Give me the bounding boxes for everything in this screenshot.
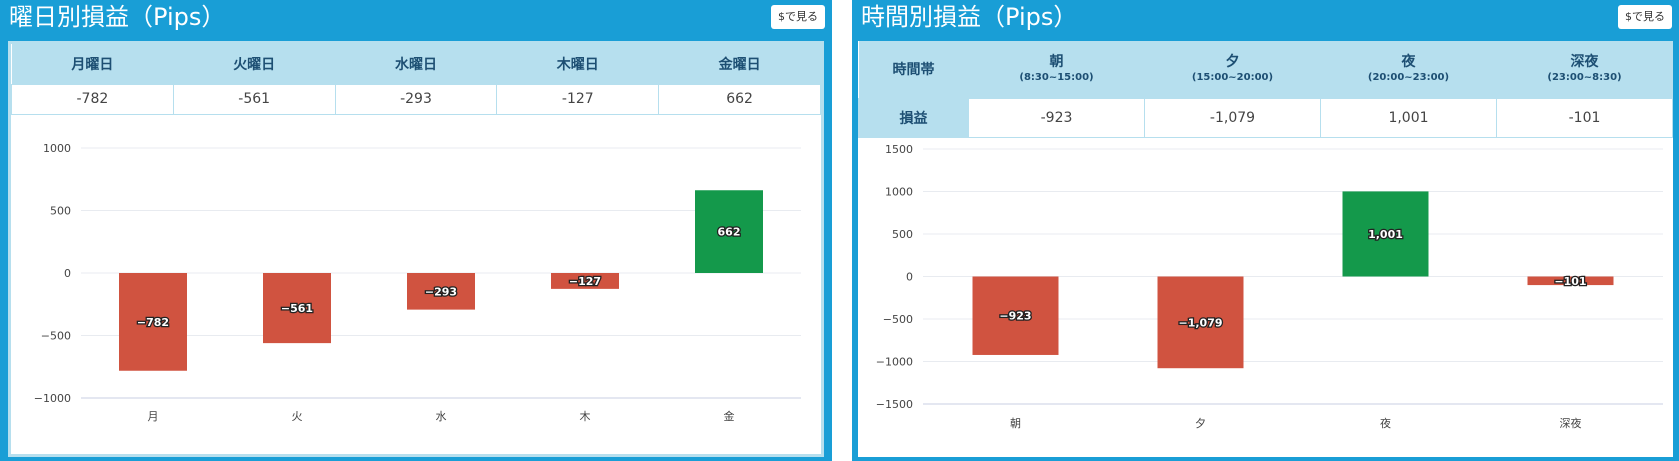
timezone-card: 時間帯 朝 (8:30~15:00) 夕 (15:00~20:00) 夜 (20… [858, 41, 1673, 457]
chart2-bar [972, 276, 1059, 355]
chart2-bar-label: −923 [999, 310, 1031, 323]
timezone-panel: 時間別損益（Pips） $で見る 時間帯 朝 (8:30~15:00) 夕 (1… [852, 0, 1679, 461]
weekday-card: 月曜日 火曜日 水曜日 木曜日 金曜日 -782 -561 -293 -127 … [8, 41, 824, 457]
timezone-value-latenight: -101 [1496, 97, 1673, 138]
chart1-bar [119, 273, 187, 371]
chart1-category-label: 月 [148, 410, 159, 423]
timezone-usd-button[interactable]: $で見る [1618, 5, 1672, 29]
timezone-value-night: 1,001 [1320, 97, 1497, 138]
chart2-bar [1527, 276, 1614, 286]
weekday-header-wed: 水曜日 [335, 44, 497, 84]
chart2-category-label: 夜 [1380, 416, 1391, 430]
weekday-header-tue: 火曜日 [173, 44, 336, 84]
chart1-category-label: 火 [292, 410, 303, 423]
timezone-header-latenight: 深夜 (23:00~8:30) [1496, 41, 1673, 98]
chart2-ytick-label: −1000 [876, 356, 913, 369]
timezone-header-evening-range: (15:00~20:00) [1191, 72, 1274, 84]
chart2-category-label: 夕 [1195, 417, 1206, 430]
chart1-bar [407, 273, 475, 310]
timezone-value-morning: -923 [968, 97, 1145, 138]
weekday-value-mon: -782 [11, 83, 174, 115]
chart1-ytick-label: −1000 [34, 392, 71, 405]
weekday-summary-table: 月曜日 火曜日 水曜日 木曜日 金曜日 -782 -561 -293 -127 … [11, 44, 821, 115]
weekday-header-fri: 金曜日 [658, 44, 821, 84]
chart1-bar-label: −782 [137, 316, 169, 329]
chart2-ytick-label: 1500 [885, 143, 913, 156]
chart1-ytick-label: 0 [64, 267, 71, 280]
chart2-ytick-label: −1500 [876, 398, 913, 411]
chart1-ytick-label: −500 [41, 330, 71, 343]
timezone-header-latenight-range: (23:00~8:30) [1547, 72, 1622, 84]
chart1-ytick-label: 500 [50, 205, 71, 218]
chart2-bar-label: −101 [1554, 275, 1586, 288]
weekday-panel-title: 曜日別損益（Pips） [9, 3, 226, 31]
chart2-category-label: 朝 [1010, 417, 1021, 430]
timezone-summary-table: 時間帯 朝 (8:30~15:00) 夕 (15:00~20:00) 夜 (20… [858, 41, 1673, 138]
weekday-value-wed: -293 [334, 83, 498, 115]
weekday-header-mon: 月曜日 [11, 44, 174, 84]
timezone-header-night: 夜 (20:00~23:00) [1320, 41, 1497, 98]
chart1-bar-label: −561 [281, 302, 313, 315]
chart1-bar [263, 273, 331, 344]
weekday-value-thu: -127 [496, 83, 660, 115]
weekday-value-tue: -561 [172, 83, 336, 115]
weekday-value-fri: 662 [658, 83, 821, 115]
weekday-bar-chart: 1000 500 0 −500 −1000 −782 月 −561 火 −293 水 −127 木 662… [34, 142, 801, 423]
timezone-bar-chart: 1500 1000 500 0 −500 −1000 −1500 −923 朝 −1,079 夕 1,… [876, 143, 1663, 430]
chart1-bar [695, 190, 763, 273]
timezone-header-night-range: (20:00~23:00) [1367, 72, 1450, 84]
chart1-bar-label: 662 [718, 226, 741, 239]
chart1-category-label: 金 [724, 409, 735, 423]
chart1-bar-label: −293 [425, 285, 457, 298]
chart1-ytick-label: 1000 [43, 142, 71, 155]
timezone-value-row-label: 損益 [858, 97, 969, 138]
timezone-header-latenight-name: 深夜 [1570, 54, 1599, 71]
chart2-bar [1342, 191, 1429, 277]
chart1-category-label: 水 [436, 410, 447, 423]
timezone-header-evening: 夕 (15:00~20:00) [1144, 41, 1321, 98]
chart1-bar-label: −127 [569, 275, 601, 288]
timezone-header-morning-range: (8:30~15:00) [1019, 72, 1094, 84]
weekday-panel: 曜日別損益（Pips） $で見る 月曜日 火曜日 水曜日 木曜日 金曜日 -78… [0, 0, 832, 461]
timezone-header-evening-name: 夕 [1225, 54, 1240, 71]
chart2-category-label: 深夜 [1560, 416, 1582, 430]
chart2-ytick-label: 1000 [885, 186, 913, 199]
weekday-header-thu: 木曜日 [496, 44, 659, 84]
chart2-ytick-label: 500 [892, 228, 913, 241]
chart2-bar [1157, 276, 1244, 369]
timezone-row-header: 時間帯 [858, 41, 969, 98]
chart1-bar [551, 273, 619, 289]
timezone-header-morning-name: 朝 [1049, 54, 1064, 71]
timezone-header-night-name: 夜 [1401, 54, 1416, 71]
weekday-usd-button[interactable]: $で見る [771, 5, 825, 29]
chart2-ytick-label: 0 [906, 271, 913, 284]
chart1-category-label: 木 [580, 410, 591, 423]
timezone-value-evening: -1,079 [1144, 97, 1321, 138]
timezone-header-morning: 朝 (8:30~15:00) [968, 41, 1145, 98]
timezone-panel-title: 時間別損益（Pips） [861, 3, 1078, 31]
chart2-ytick-label: −500 [883, 313, 913, 326]
chart2-bar-label: −1,079 [1178, 316, 1222, 329]
chart2-bar-label: 1,001 [1368, 228, 1403, 241]
